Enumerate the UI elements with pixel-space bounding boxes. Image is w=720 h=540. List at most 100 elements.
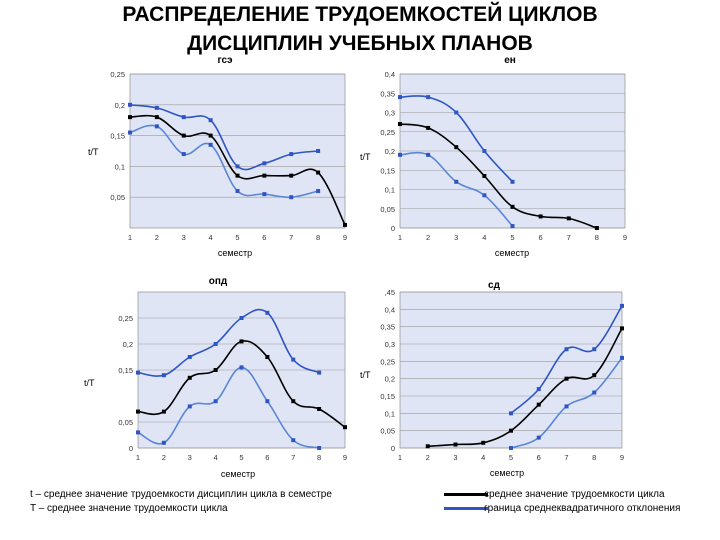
- x-tick-label: 8: [316, 233, 320, 242]
- data-point-mean: [564, 376, 569, 381]
- data-point-mean: [317, 407, 322, 411]
- data-point-lower: [161, 440, 166, 445]
- x-tick-label: 4: [481, 453, 485, 462]
- title-line-1: РАСПРЕДЕЛЕНИЕ ТРУДОЕМКОСТЕЙ ЦИКЛОВ: [122, 3, 598, 26]
- chart-2: 0,4 0,35 0,3 0,25 0,2 0,15 0,1 0,05 01 2 3 4 5 6 7 8 9 ен…: [360, 55, 627, 258]
- x-tick-label: 1: [398, 453, 402, 462]
- data-point-lower: [317, 446, 322, 450]
- data-point-upper: [564, 347, 569, 352]
- data-point-upper: [289, 152, 294, 157]
- y-tick-label: 0,35: [380, 89, 395, 98]
- data-point-mean: [208, 133, 213, 138]
- series-line-lower: [137, 366, 320, 449]
- y-tick-label: 0,1: [385, 409, 395, 418]
- data-point-mean: [289, 173, 294, 178]
- data-point-mean: [594, 226, 599, 230]
- data-point-lower: [128, 130, 132, 135]
- y-axis-label: t/T: [360, 370, 371, 380]
- data-point-lower: [289, 195, 294, 200]
- data-point-mean: [128, 115, 132, 120]
- title-line-2: ДИСЦИПЛИН УЧЕБНЫХ ПЛАНОВ: [187, 32, 533, 55]
- y-tick-label: 0,2: [123, 340, 133, 349]
- x-tick-label: 2: [426, 233, 430, 242]
- data-point-mean: [620, 326, 624, 331]
- data-point-upper: [509, 411, 513, 416]
- data-point-lower: [509, 446, 513, 450]
- data-point-mean: [592, 373, 597, 378]
- y-tick-label: 0,1: [115, 162, 125, 171]
- x-tick-label: 9: [620, 453, 624, 462]
- chart-title: сд: [488, 280, 501, 291]
- x-tick-label: 4: [482, 233, 486, 242]
- x-tick-label: 9: [343, 453, 347, 462]
- data-point-mean: [343, 222, 347, 227]
- data-point-lower: [213, 399, 218, 404]
- data-point-lower: [426, 152, 431, 157]
- data-point-upper: [208, 118, 213, 123]
- data-point-lower: [398, 152, 402, 157]
- data-point-upper: [592, 347, 597, 352]
- data-point-lower: [510, 224, 515, 229]
- series-line-upper: [129, 104, 319, 171]
- data-point-mean: [398, 122, 402, 127]
- x-tick-label: 5: [509, 453, 513, 462]
- x-tick-label: 9: [343, 233, 347, 242]
- data-point-upper: [265, 310, 270, 315]
- data-point-upper: [235, 164, 240, 169]
- x-tick-label: 3: [188, 453, 192, 462]
- data-point-upper: [454, 110, 459, 115]
- chart-1: 0,25 0,2 0,15 0,1 0,05 1 2 3 4 5 6 7 8 9 гсэ семестр t/T: [88, 55, 347, 258]
- y-tick-label: 0,05: [380, 205, 395, 214]
- x-tick-label: 5: [239, 453, 243, 462]
- data-point-mean: [425, 444, 430, 449]
- y-tick-label: ,45: [385, 288, 395, 297]
- chart-title: опд: [209, 276, 228, 287]
- x-tick-label: 1: [398, 233, 402, 242]
- data-point-mean: [154, 115, 159, 120]
- x-tick-label: 4: [214, 453, 218, 462]
- y-tick-label: 0,2: [115, 101, 125, 110]
- data-point-mean: [161, 409, 166, 414]
- y-tick-label: 0,15: [118, 366, 133, 375]
- data-point-mean: [213, 368, 218, 372]
- x-tick-label: 3: [454, 233, 458, 242]
- data-point-upper: [213, 342, 218, 346]
- x-axis-label: семестр: [221, 469, 255, 479]
- data-point-upper: [181, 115, 186, 120]
- data-point-mean: [181, 133, 186, 138]
- data-point-lower: [316, 189, 321, 194]
- data-point-upper: [316, 149, 321, 153]
- note-T-definition: T – среднее значение трудоемкости цикла: [30, 503, 228, 514]
- y-tick-label: 0,3: [385, 340, 395, 349]
- data-point-upper: [291, 357, 296, 362]
- data-point-lower: [262, 192, 267, 197]
- data-point-upper: [154, 105, 159, 110]
- data-point-mean: [510, 204, 515, 209]
- x-tick-label: 1: [136, 453, 140, 462]
- data-point-upper: [536, 387, 541, 392]
- data-point-lower: [154, 124, 159, 129]
- data-point-lower: [482, 193, 487, 198]
- data-point-upper: [510, 179, 515, 184]
- y-tick-label: 0,15: [110, 132, 125, 141]
- x-tick-label: 8: [595, 233, 599, 242]
- y-tick-label: 0,25: [110, 70, 125, 79]
- data-point-mean: [187, 375, 192, 380]
- data-point-lower: [181, 152, 186, 157]
- chart-title: гсэ: [217, 55, 233, 66]
- data-point-upper: [482, 149, 487, 153]
- data-point-upper: [161, 373, 166, 378]
- series-line-upper: [137, 308, 320, 377]
- y-tick-label: 0,15: [380, 166, 395, 175]
- x-tick-label: 8: [317, 453, 321, 462]
- data-point-mean: [453, 442, 458, 447]
- chart-4: ,45 0,4 0,35 0,3 0,25 0,2 0,15 0,1 0,05 01 2 3 4 5 6 7 8…: [360, 280, 624, 478]
- data-point-mean: [316, 170, 321, 175]
- x-tick-label: 6: [265, 453, 269, 462]
- legend-label-bound: граница среднеквадратичного отклонения: [484, 503, 681, 514]
- chart-3: 0,25 0,2 0,15 0,05 01 2 3 4 5 6 7 8 9 опд семестр t/T: [84, 276, 347, 479]
- data-point-mean: [566, 216, 571, 221]
- legend-line-bound: [444, 507, 488, 510]
- data-point-mean: [538, 214, 543, 219]
